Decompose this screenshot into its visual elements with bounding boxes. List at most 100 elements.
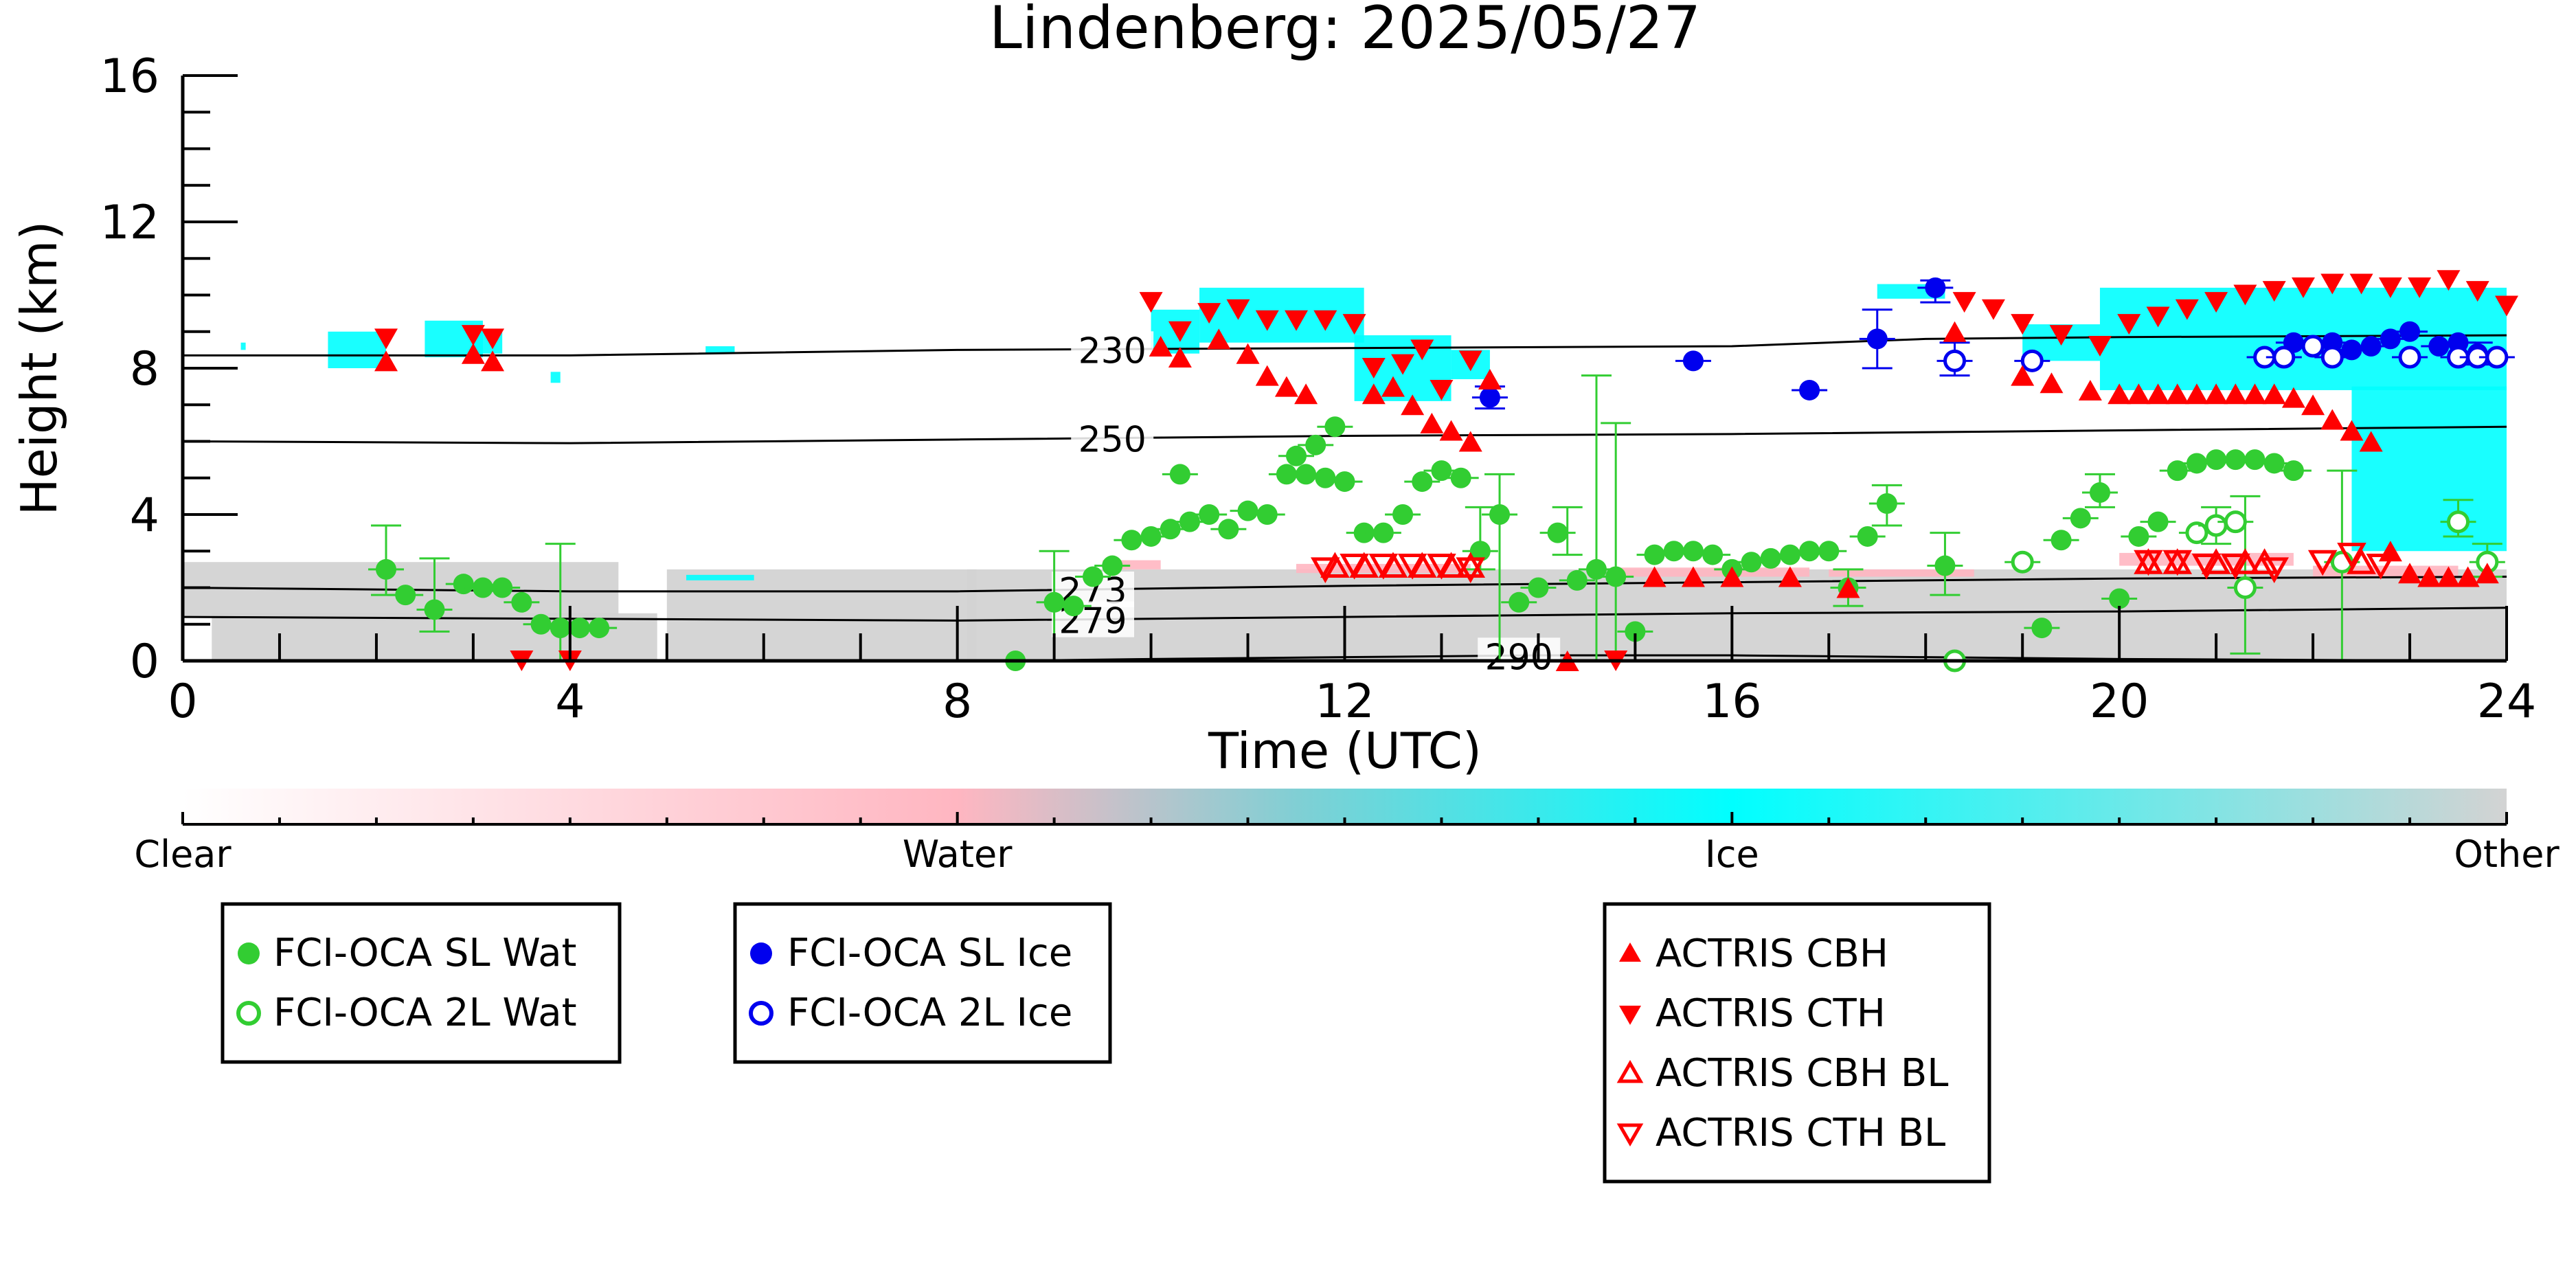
marker-actris-cbh-22 (1836, 577, 1860, 598)
marker-fci-oca-2l-ice-4 (2301, 335, 2325, 358)
marker-fci-oca-sl-wat-56 (1818, 541, 1840, 562)
marker-actris-cbh-6 (1236, 343, 1260, 364)
marker-actris-cbh-bl-5 (1456, 552, 1486, 578)
legend-sl-wat-label: FCI-OCA SL Wat (273, 931, 577, 975)
marker-fci-oca-sl-wat-27 (1315, 467, 1336, 488)
marker-actris-cbh-46 (2475, 563, 2499, 584)
marker-fci-oca-sl-wat-55 (1799, 541, 1820, 562)
marker-fci-oca-2l-wat-3 (2204, 514, 2228, 537)
marker-actris-cbh-bl-9 (2230, 548, 2260, 574)
marker-fci-oca-sl-ice-12 (2428, 336, 2450, 357)
legend-ice: FCI-OCA SL Ice FCI-OCA 2L Ice (733, 902, 1112, 1064)
x-tick-label-20: 20 (2090, 675, 2149, 729)
marker-fci-oca-sl-wat-41 (1528, 577, 1549, 598)
marker-fci-oca-sl-wat-4 (472, 577, 493, 598)
colorbar: Clear Water Ice Other (134, 789, 2560, 876)
marker-actris-cth-32 (2349, 273, 2373, 295)
marker-actris-cbh-11 (1381, 376, 1405, 397)
marker-actris-cth-28 (2233, 284, 2257, 306)
marker-actris-cbh-9 (1294, 383, 1318, 405)
legend-sl-ice-label: FCI-OCA SL Ice (787, 931, 1072, 975)
marker-fci-oca-sl-wat-29 (1305, 434, 1326, 455)
marker-actris-cth-20 (1981, 299, 2005, 320)
legend-cth-label: ACTRIS CTH (1656, 991, 1886, 1036)
marker-actris-cbh-8 (1274, 376, 1298, 397)
contour-label-250: 250 (1078, 420, 1146, 461)
marker-fci-oca-sl-wat-35 (1412, 471, 1433, 493)
marker-fci-oca-sl-wat-15 (1102, 555, 1123, 576)
contour-label-bg-290 (1478, 637, 1561, 674)
contour-273 (182, 576, 2507, 593)
marker-actris-cth-bl-2 (1368, 554, 1399, 580)
marker-fci-oca-sl-wat-36 (1431, 460, 1452, 482)
marker-actris-cth-29 (2262, 281, 2286, 302)
marker-actris-cth-bl-6 (2134, 550, 2163, 576)
marker-actris-cbh-12 (1401, 394, 1425, 416)
marker-actris-cbh-14 (1439, 420, 1463, 441)
marker-actris-cth-5 (1197, 303, 1221, 324)
marker-actris-cbh-31 (2184, 383, 2208, 405)
marker-fci-oca-2l-wat-7 (2447, 510, 2470, 534)
marker-fci-oca-sl-wat-0 (376, 558, 397, 580)
data-markers (368, 270, 2518, 673)
marker-actris-cth-bl-1 (1340, 554, 1369, 580)
marker-actris-cbh-19 (1681, 566, 1705, 587)
marker-actris-cbh-21 (1778, 566, 1802, 587)
legend-water: FCI-OCA SL Wat FCI-OCA 2L Wat (221, 902, 622, 1064)
x-axis-label: Time (UTC) (1208, 722, 1482, 780)
contour-label-bg-250 (1071, 420, 1154, 456)
marker-actris-cth-24 (2117, 314, 2141, 335)
marker-actris-cth-3 (1139, 292, 1163, 313)
legend-cbh-label: ACTRIS CBH (1656, 931, 1888, 976)
cloud-mask-other-2 (666, 569, 977, 661)
marker-actris-cbh-bl-10 (2250, 548, 2279, 574)
marker-fci-oca-sl-ice-10 (2380, 328, 2401, 350)
marker-fci-oca-sl-wat-44 (1585, 558, 1607, 580)
marker-fci-oca-sl-wat-43 (1566, 569, 1588, 591)
marker-actris-cth-21 (2011, 314, 2035, 335)
marker-fci-oca-sl-ice-2 (1799, 379, 1820, 400)
marker-actris-cbh-29 (2146, 383, 2170, 405)
marker-fci-oca-sl-wat-2 (424, 599, 445, 620)
marker-actris-cbh-32 (2204, 383, 2228, 405)
marker-fci-oca-sl-wat-17 (1140, 526, 1162, 547)
marker-actris-cth-33 (2378, 277, 2402, 298)
colorbar-label-water: Water (903, 833, 1013, 876)
marker-fci-oca-sl-wat-60 (1934, 555, 1956, 576)
marker-fci-oca-sl-ice-3 (1866, 328, 1888, 350)
marker-fci-oca-sl-wat-62 (2050, 530, 2072, 551)
marker-fci-oca-sl-wat-74 (2283, 460, 2304, 482)
marker-actris-cth-8 (1285, 310, 1309, 331)
marker-fci-oca-sl-wat-42 (1547, 522, 1568, 543)
marker-fci-oca-sl-ice-1 (1682, 350, 1704, 372)
marker-fci-oca-sl-ice-9 (2360, 336, 2382, 357)
marker-fci-oca-sl-wat-69 (2186, 453, 2207, 474)
marker-actris-cbh-34 (2243, 383, 2267, 405)
marker-actris-cth-37 (2495, 295, 2518, 317)
marker-actris-cth-22 (2049, 325, 2073, 346)
marker-actris-cth-1 (461, 325, 485, 346)
marker-fci-oca-sl-wat-61 (2031, 618, 2053, 639)
marker-actris-cbh-24 (2011, 365, 2035, 386)
y-tick-label-12: 12 (100, 196, 159, 250)
marker-fci-oca-sl-wat-73 (2263, 453, 2285, 474)
marker-actris-cbh-bl-8 (2201, 548, 2231, 574)
marker-actris-cth-bl-0 (1311, 557, 1340, 583)
marker-actris-cbh-4 (1168, 347, 1192, 368)
marker-fci-oca-sl-wat-7 (530, 613, 552, 635)
marker-actris-cbh-35 (2262, 383, 2286, 405)
cloud-mask-ice-7 (1199, 287, 1364, 343)
marker-actris-cth-12 (1391, 354, 1415, 375)
contour-250 (182, 425, 2507, 444)
marker-actris-cbh-33 (2224, 383, 2248, 405)
marker-actris-cth-27 (2204, 292, 2228, 313)
marker-fci-oca-2l-wat-4 (2224, 510, 2247, 534)
marker-actris-cbh-3 (1149, 336, 1173, 357)
marker-actris-cbh-7 (1255, 365, 1279, 386)
marker-actris-cbh-39 (2340, 420, 2364, 441)
cloud-mask-water-2 (1616, 567, 1810, 577)
marker-actris-cth-2 (481, 328, 505, 350)
marker-actris-cbh-42 (2398, 563, 2422, 584)
marker-actris-cbh-45 (2456, 566, 2480, 587)
